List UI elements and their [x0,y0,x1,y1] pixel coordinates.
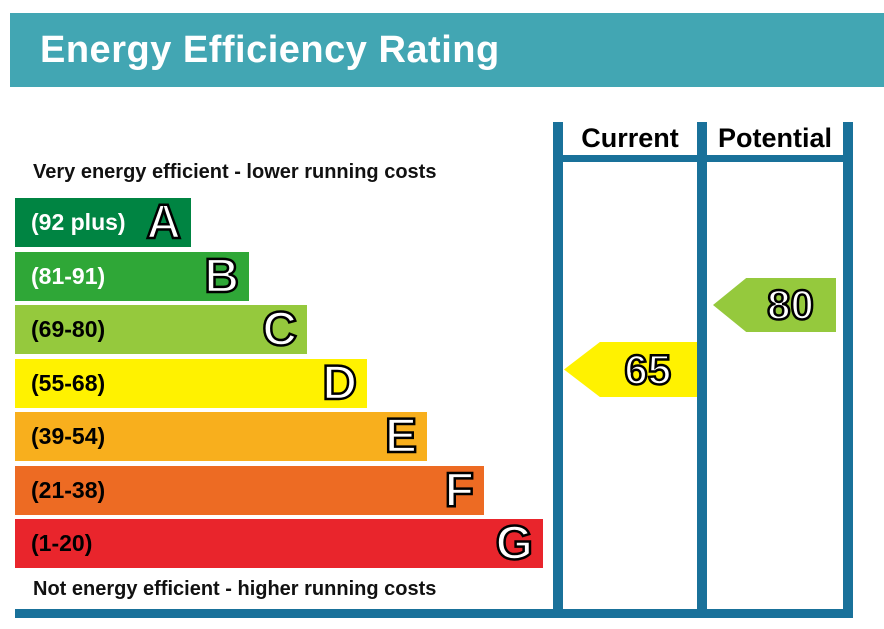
current-column-header: Current [581,123,679,153]
band-E-letter: E [384,410,419,463]
band-D: (55-68) D [15,357,367,410]
band-D-letter: D [321,357,358,410]
band-C-range-label: (69-80) [31,316,106,342]
band-F: (21-38) F [15,464,484,517]
potential-rating-value: 80 [766,280,815,330]
band-E: (39-54) E [15,410,427,463]
potential-rating-arrow: 80 [713,278,836,332]
scale-caption-bottom: Not energy efficient - higher running co… [33,578,437,600]
band-A-range-label: (92 plus) [31,209,126,235]
band-G-letter: G [494,517,534,570]
band-C: (69-80) C [15,303,307,356]
title-bar: Energy Efficiency Rating [10,13,884,87]
table-border-middle [697,122,707,609]
band-A: (92 plus) A [15,196,191,249]
band-B-letter: B [203,250,240,303]
page-title: Energy Efficiency Rating [40,28,500,71]
band-F-letter: F [443,464,475,517]
scale-caption-top: Very energy efficient - lower running co… [33,161,437,183]
current-rating-value: 65 [623,344,672,394]
band-C-letter: C [261,303,298,356]
band-E-range-label: (39-54) [31,423,106,449]
band-G-range-label: (1-20) [31,530,93,556]
band-A-letter: A [145,196,182,249]
band-B-range-label: (81-91) [31,263,106,289]
band-F-range-label: (21-38) [31,477,106,503]
band-B: (81-91) B [15,250,249,303]
potential-column-header: Potential [717,123,832,153]
table-bottom-border [15,609,853,618]
table-border-left [553,122,563,609]
table-border-right [843,122,853,609]
band-G: (1-20) G [15,517,543,570]
band-D-range-label: (55-68) [31,370,106,396]
table-header-divider [553,155,853,162]
current-rating-arrow: 65 [564,342,697,397]
